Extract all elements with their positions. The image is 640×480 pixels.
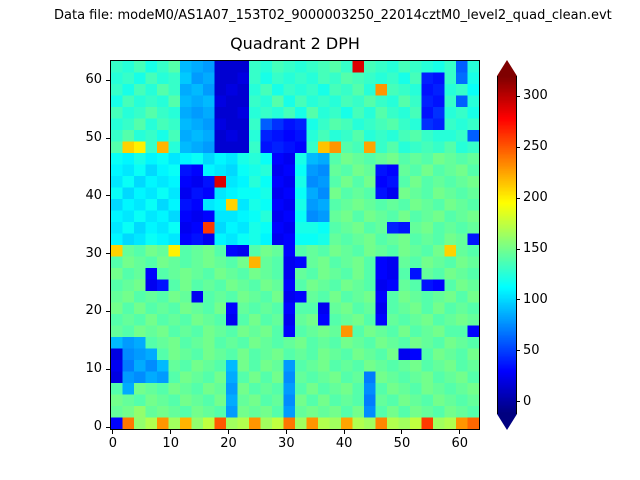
x-tick-label: 10: [162, 436, 179, 451]
y-tick-label: 50: [85, 130, 102, 146]
y-tick-label: 0: [93, 419, 102, 435]
colorbar-tick-mark: [516, 197, 520, 199]
y-tick-mark: [106, 195, 110, 197]
x-tick-label: 40: [335, 436, 353, 451]
x-tick-label: 20: [220, 436, 237, 451]
data-file-label: Data file: modeM0/AS1A07_153T02_90000032…: [54, 8, 612, 23]
colorbar-tick-mark: [516, 146, 520, 148]
y-tick-label: 10: [85, 361, 102, 377]
colorbar-tick-mark: [516, 248, 520, 250]
colorbar-tick-label: 300: [523, 88, 548, 104]
colorbar-tick-label: 50: [523, 342, 540, 358]
x-tick-label: 30: [278, 436, 295, 451]
y-tick-mark: [106, 137, 110, 139]
x-tick-mark: [285, 430, 287, 434]
y-tick-label: 60: [85, 72, 102, 88]
y-tick-mark: [106, 426, 110, 428]
x-tick-mark: [170, 430, 172, 434]
y-tick-label: 30: [85, 245, 102, 261]
colorbar-tick-label: 150: [523, 241, 548, 257]
colorbar-tick-mark: [516, 95, 520, 97]
x-tick-label: 60: [451, 436, 469, 451]
colorbar-tick-label: 100: [523, 291, 548, 307]
x-tick-label: 50: [393, 436, 411, 451]
x-tick-mark: [112, 430, 114, 434]
colorbar-tick-label: 200: [523, 190, 548, 206]
colorbar-over-arrow: [497, 60, 517, 76]
y-tick-label: 40: [85, 187, 102, 203]
y-tick-mark: [106, 368, 110, 370]
colorbar-tick-mark: [516, 350, 520, 352]
y-tick-mark: [106, 253, 110, 255]
colorbar-tick-mark: [516, 299, 520, 301]
x-tick-mark: [401, 430, 403, 434]
chart-title: Quadrant 2 DPH: [230, 34, 360, 53]
heatmap-canvas: [111, 61, 479, 429]
colorbar-tick-mark: [516, 401, 520, 403]
x-tick-mark: [228, 430, 230, 434]
y-tick-mark: [106, 310, 110, 312]
y-tick-label: 20: [85, 303, 102, 319]
x-tick-label: 0: [108, 436, 118, 451]
colorbar-tick-label: 250: [523, 139, 548, 155]
y-tick-mark: [106, 79, 110, 81]
x-tick-mark: [343, 430, 345, 434]
colorbar-gradient-canvas: [498, 76, 516, 414]
heatmap-axes: [110, 60, 480, 430]
colorbar-under-arrow: [497, 414, 517, 430]
x-tick-mark: [459, 430, 461, 434]
colorbar-tick-label: 0: [523, 393, 532, 409]
colorbar: [497, 76, 517, 414]
